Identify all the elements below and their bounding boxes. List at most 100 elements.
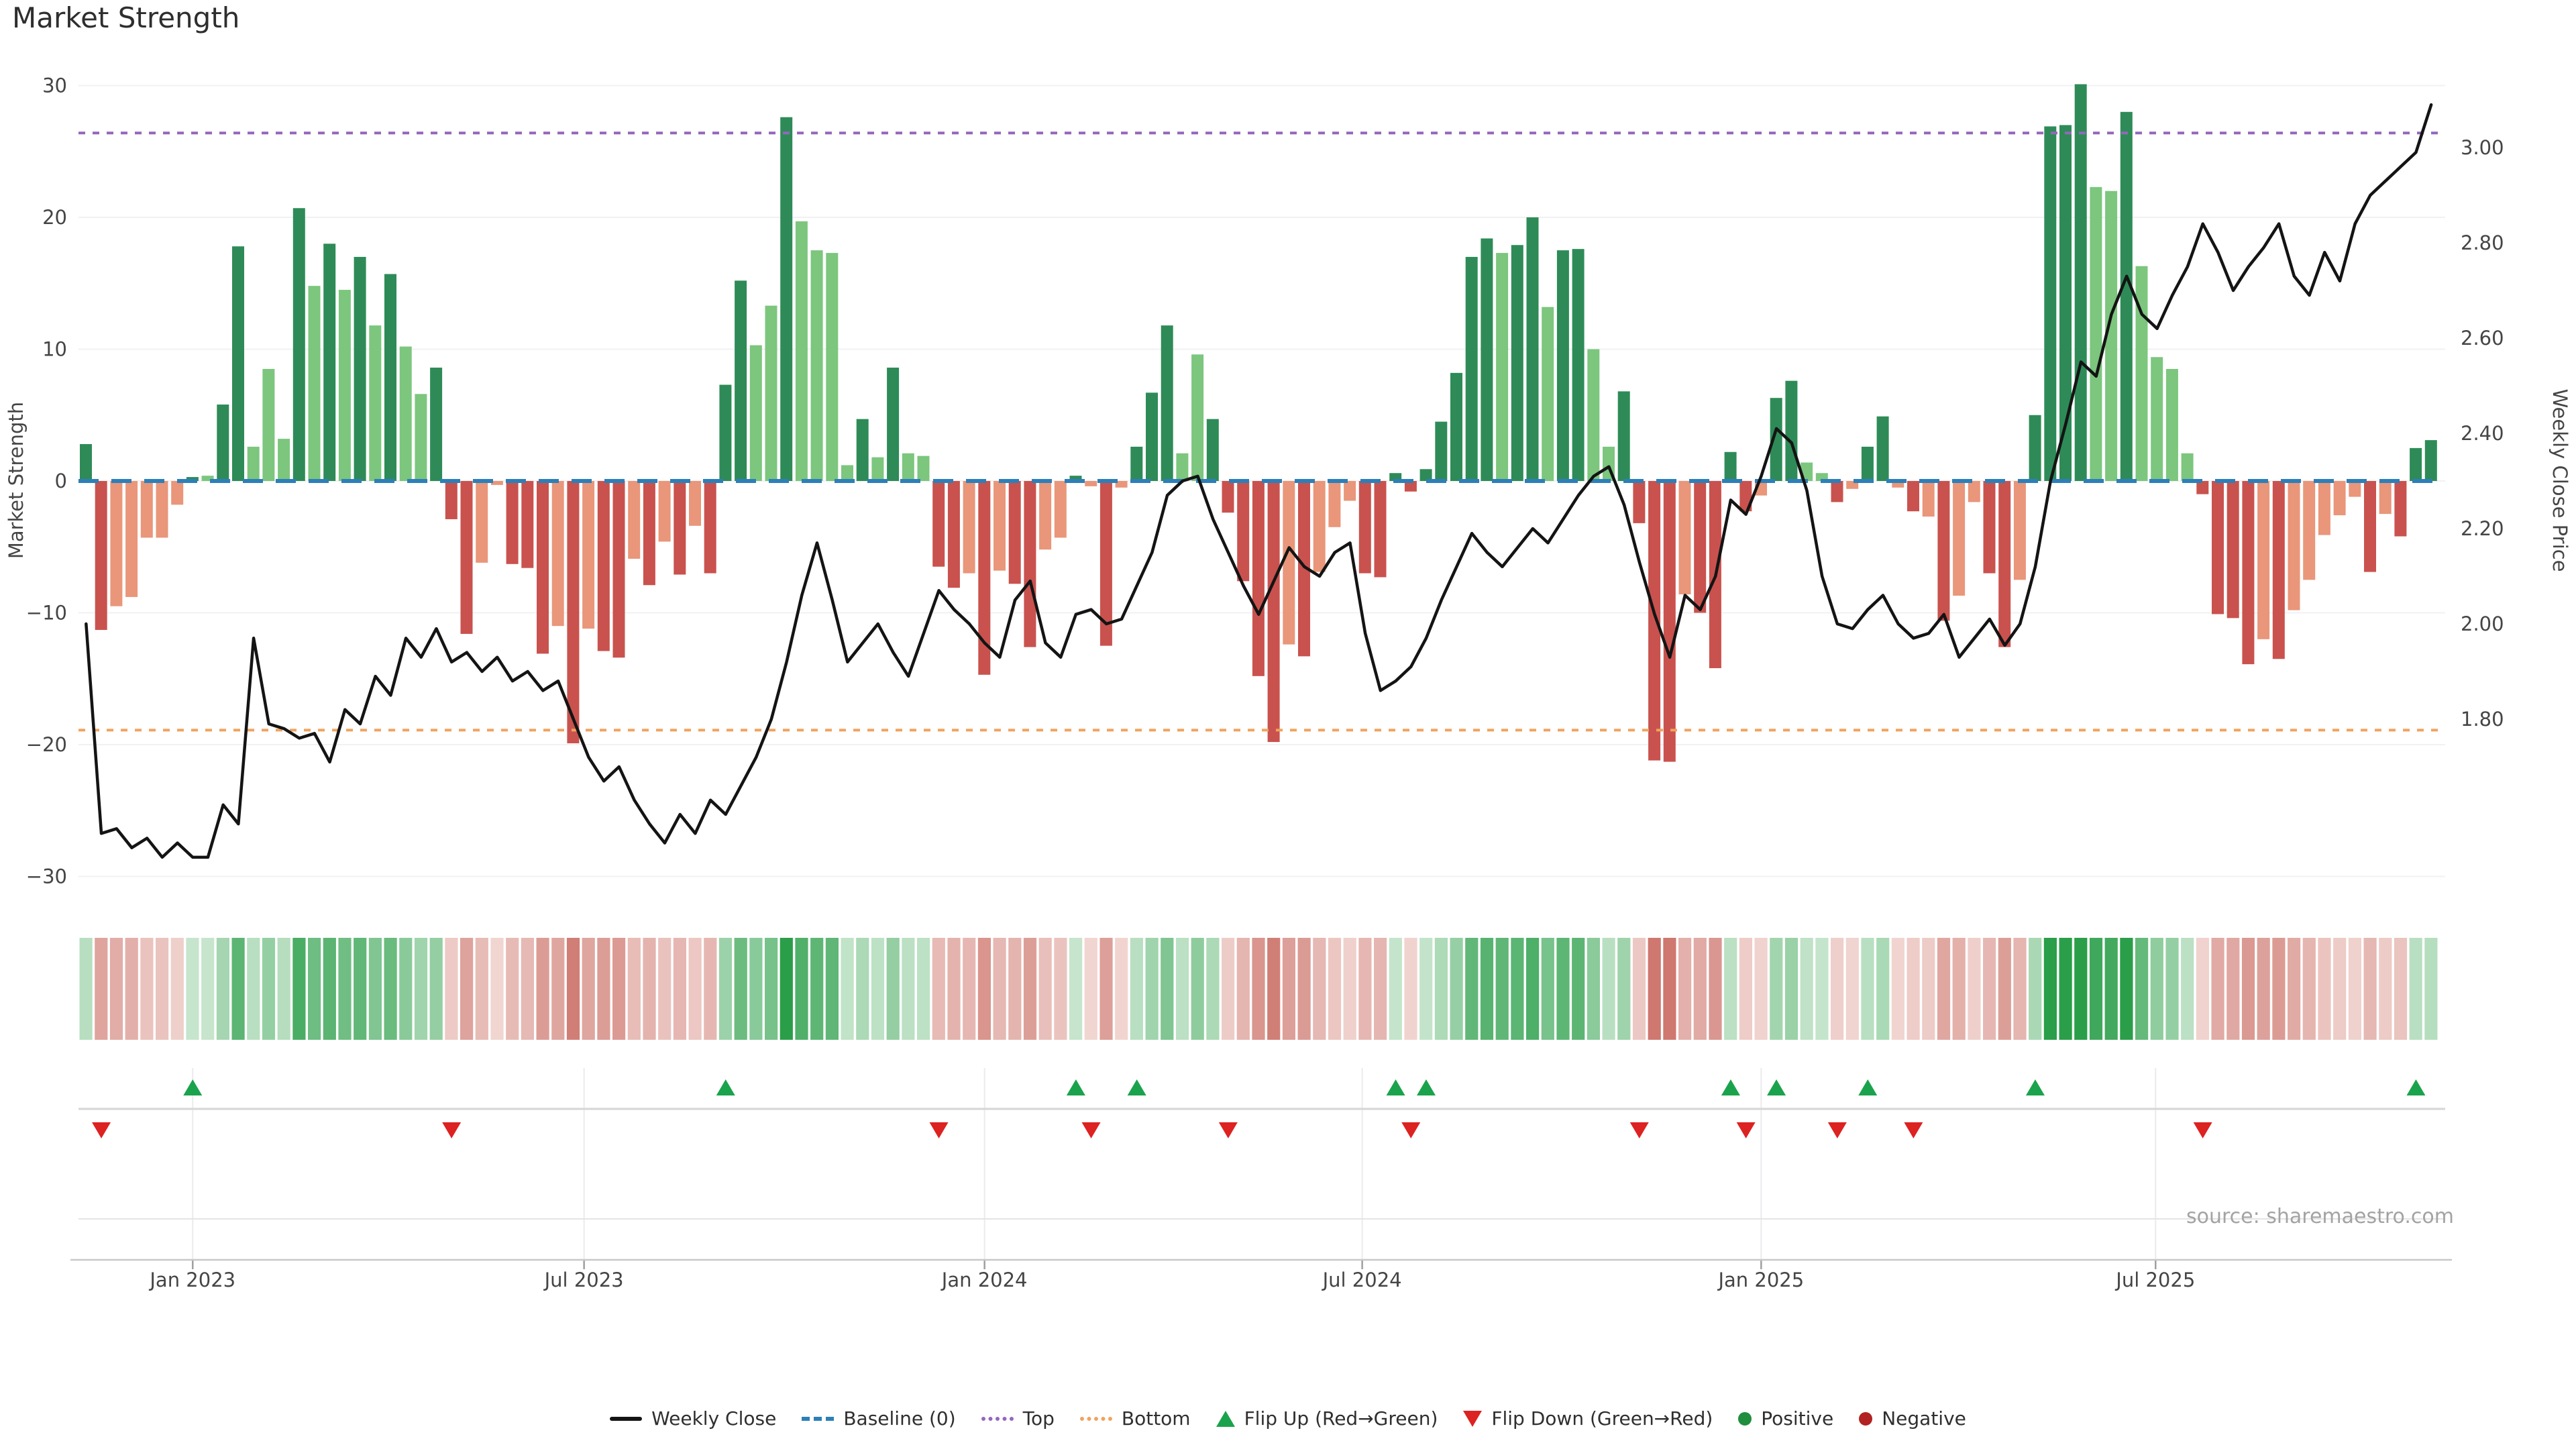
heat-cell bbox=[704, 938, 717, 1040]
strength-bar bbox=[1556, 250, 1569, 481]
strength-bar bbox=[1831, 481, 1843, 502]
strength-bar bbox=[338, 290, 351, 481]
strength-bar bbox=[2272, 481, 2285, 659]
baseline-dash-icon bbox=[802, 1416, 835, 1421]
heat-cell bbox=[536, 938, 549, 1040]
heat-cell bbox=[1191, 938, 1204, 1040]
heat-cell bbox=[1236, 938, 1250, 1040]
strength-bar bbox=[994, 481, 1006, 571]
strength-bar bbox=[963, 481, 975, 574]
heat-cell bbox=[1008, 938, 1022, 1040]
strength-bar bbox=[2105, 191, 2118, 481]
source-note: source: sharemaestro.com bbox=[2186, 1205, 2454, 1228]
legend-label: Weekly Close bbox=[651, 1407, 777, 1430]
strength-bar bbox=[1785, 380, 1798, 481]
heat-cell bbox=[2181, 938, 2194, 1040]
strength-bar bbox=[978, 481, 991, 675]
heat-cell bbox=[1511, 938, 1524, 1040]
flip-up-marker bbox=[1416, 1079, 1436, 1095]
strength-bar bbox=[140, 481, 153, 538]
heat-cell bbox=[795, 938, 808, 1040]
heat-cell bbox=[1693, 938, 1707, 1040]
strength-bar bbox=[947, 481, 960, 588]
heat-cell bbox=[247, 938, 260, 1040]
strength-bar bbox=[826, 253, 839, 481]
heat-cell bbox=[2043, 938, 2057, 1040]
strength-bar bbox=[217, 405, 229, 481]
heat-cell bbox=[1175, 938, 1189, 1040]
strength-bar bbox=[2242, 481, 2255, 665]
strength-bar bbox=[1328, 481, 1341, 527]
strength-bar bbox=[292, 208, 305, 481]
strength-bar bbox=[1542, 307, 1554, 481]
strength-bar bbox=[1344, 481, 1356, 501]
strength-bar bbox=[765, 305, 777, 481]
strength-bar bbox=[262, 368, 275, 481]
heat-cell bbox=[1161, 938, 1174, 1040]
heat-cell bbox=[1845, 938, 1859, 1040]
heat-cell bbox=[323, 938, 336, 1040]
flip-down-marker bbox=[1736, 1122, 1756, 1138]
strength-bar bbox=[110, 481, 123, 606]
strength-bar bbox=[1572, 249, 1585, 481]
strength-bar bbox=[1511, 245, 1523, 481]
strength-bar bbox=[2196, 481, 2209, 494]
weekly-close-line-icon bbox=[610, 1416, 643, 1421]
heat-cell bbox=[1389, 938, 1402, 1040]
heat-cell bbox=[1480, 938, 1494, 1040]
strength-bar bbox=[2212, 481, 2224, 614]
heat-cell bbox=[1663, 938, 1676, 1040]
heat-cell bbox=[2348, 938, 2361, 1040]
strength-bar bbox=[871, 457, 884, 481]
strength-bar bbox=[2226, 481, 2239, 619]
strength-bar bbox=[1085, 481, 1097, 486]
strength-bar bbox=[1283, 481, 1295, 645]
strength-bar bbox=[1115, 481, 1128, 488]
strength-bar bbox=[658, 481, 671, 542]
strength-bar bbox=[1815, 473, 1828, 481]
strength-bar bbox=[399, 346, 412, 481]
heat-cell bbox=[1222, 938, 1235, 1040]
strength-bar bbox=[1633, 481, 1646, 523]
strength-bar bbox=[2135, 266, 2148, 481]
heat-cell bbox=[1831, 938, 1844, 1040]
strength-bar bbox=[2165, 368, 2178, 481]
heat-cell bbox=[917, 938, 930, 1040]
heat-cell bbox=[277, 938, 290, 1040]
heat-cell bbox=[2318, 938, 2331, 1040]
heat-cell bbox=[1038, 938, 1052, 1040]
legend-label: Negative bbox=[1882, 1407, 1966, 1430]
heat-cell bbox=[1328, 938, 1342, 1040]
heat-cell bbox=[2394, 938, 2408, 1040]
heat-cell bbox=[1374, 938, 1387, 1040]
y-left-tick-label: 10 bbox=[42, 338, 67, 361]
strength-bar bbox=[643, 481, 655, 586]
heat-cell bbox=[2074, 938, 2088, 1040]
y-left-tick-label: 0 bbox=[55, 470, 67, 492]
strength-bar bbox=[1724, 451, 1737, 481]
bottom-threshold-dot-icon bbox=[1079, 1416, 1112, 1421]
legend-label: Bottom bbox=[1121, 1407, 1191, 1430]
strength-bar bbox=[1846, 481, 1859, 489]
heat-cell bbox=[1937, 938, 1951, 1040]
strength-bar bbox=[567, 481, 580, 744]
heat-cell bbox=[1952, 938, 1966, 1040]
heat-cell bbox=[1784, 938, 1799, 1040]
heat-cell bbox=[1358, 938, 1372, 1040]
strength-bar bbox=[460, 481, 473, 634]
x-tick-label: Jul 2024 bbox=[1322, 1269, 1402, 1291]
strength-bar bbox=[1450, 372, 1462, 481]
strength-bar bbox=[1922, 481, 1935, 517]
heat-cell bbox=[490, 938, 504, 1040]
strength-bar bbox=[551, 481, 564, 627]
heat-cell bbox=[384, 938, 397, 1040]
positive-dot-icon bbox=[1738, 1411, 1752, 1426]
heat-cell bbox=[1282, 938, 1295, 1040]
strength-bar bbox=[384, 274, 396, 481]
heat-cell bbox=[2241, 938, 2255, 1040]
heat-cell bbox=[993, 938, 1006, 1040]
flip-down-marker bbox=[1827, 1122, 1847, 1138]
strength-bar bbox=[2349, 481, 2361, 497]
heat-cell bbox=[1861, 938, 1874, 1040]
